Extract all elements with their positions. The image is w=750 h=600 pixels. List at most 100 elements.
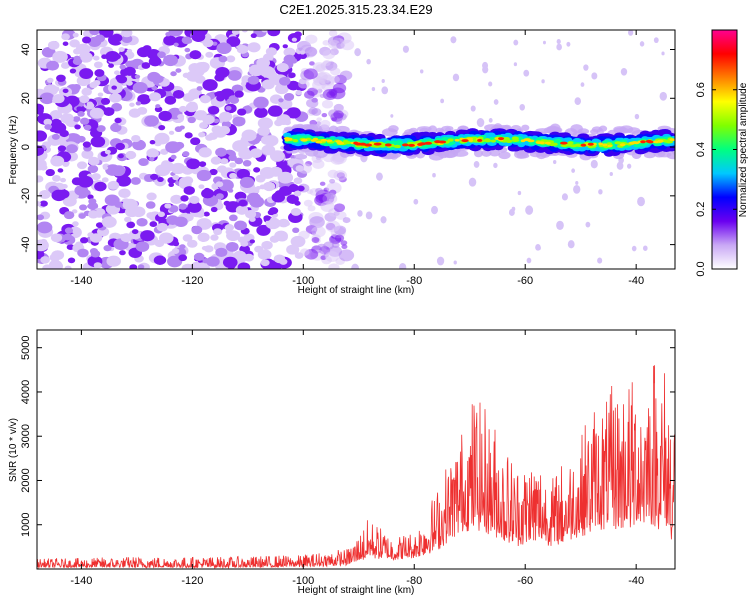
noise-blob bbox=[209, 168, 218, 176]
noise-blob bbox=[126, 221, 136, 229]
noise-blob bbox=[292, 227, 300, 234]
noise-blob bbox=[37, 214, 45, 221]
noise-blob bbox=[278, 98, 284, 103]
trace-halo bbox=[570, 124, 583, 133]
noise-blob bbox=[79, 95, 90, 104]
noise-blob bbox=[322, 59, 331, 67]
noise-blob bbox=[101, 216, 117, 228]
noise-blob bbox=[324, 251, 340, 262]
trace-blob bbox=[520, 139, 526, 143]
noise-blob bbox=[82, 141, 91, 148]
noise-blob bbox=[125, 60, 135, 68]
noise-blob bbox=[62, 88, 69, 94]
colorbar-tick-label: 0.6 bbox=[695, 82, 707, 97]
noise-blob bbox=[153, 255, 167, 265]
spectrogram-marks bbox=[37, 30, 675, 269]
noise-blob bbox=[168, 130, 175, 135]
noise-blob bbox=[121, 34, 133, 44]
noise-blob bbox=[69, 68, 77, 74]
noise-blob bbox=[62, 161, 70, 167]
noise-blob bbox=[131, 229, 139, 235]
noise-blob bbox=[174, 126, 183, 133]
noise-blob bbox=[37, 130, 48, 142]
snr-y-axis: 1000 2000 3000 4000 5000 bbox=[20, 335, 675, 537]
noise-blob bbox=[175, 68, 182, 73]
noise-blob bbox=[194, 61, 210, 74]
noise-blob bbox=[306, 98, 319, 108]
noise-blob bbox=[134, 74, 141, 79]
noise-blob bbox=[37, 221, 53, 234]
y-tick-label: 2000 bbox=[20, 468, 32, 492]
noise-blob bbox=[216, 94, 225, 102]
noise-blob bbox=[132, 81, 148, 94]
noise-blob bbox=[591, 72, 598, 80]
noise-blob bbox=[241, 129, 257, 142]
snr-series-line bbox=[37, 365, 675, 569]
noise-blob bbox=[488, 81, 493, 87]
noise-blob bbox=[246, 192, 261, 204]
noise-blob bbox=[431, 205, 438, 215]
noise-blob bbox=[94, 69, 105, 77]
noise-blob bbox=[120, 233, 133, 243]
trace-blob bbox=[354, 142, 363, 146]
noise-blob bbox=[419, 69, 424, 74]
noise-blob bbox=[452, 73, 460, 82]
noise-blob bbox=[149, 156, 155, 162]
noise-blob bbox=[83, 124, 92, 131]
noise-blob bbox=[288, 72, 296, 79]
trace-blob bbox=[306, 141, 317, 148]
noise-blob bbox=[626, 163, 632, 169]
trace-halo bbox=[335, 125, 350, 134]
noise-blob bbox=[63, 233, 73, 241]
noise-blob bbox=[189, 50, 202, 60]
trace-halo bbox=[388, 125, 399, 133]
noise-blob bbox=[215, 66, 230, 78]
noise-blob bbox=[331, 116, 338, 122]
trace-blob bbox=[602, 143, 608, 147]
noise-blob bbox=[293, 177, 303, 185]
noise-blob bbox=[146, 148, 159, 158]
noise-blob bbox=[146, 192, 157, 201]
noise-blob bbox=[381, 78, 385, 83]
noise-blob bbox=[103, 245, 112, 252]
trace-halo bbox=[481, 149, 492, 157]
noise-blob bbox=[333, 170, 348, 181]
noise-blob bbox=[41, 47, 56, 58]
trace-blob bbox=[614, 141, 622, 145]
noise-blob bbox=[328, 263, 340, 269]
x-tick-label: -100 bbox=[292, 575, 314, 587]
noise-blob bbox=[149, 92, 162, 102]
noise-blob bbox=[283, 93, 295, 101]
noise-blob bbox=[199, 94, 211, 104]
noise-blob bbox=[341, 244, 348, 250]
noise-blob bbox=[256, 224, 271, 236]
noise-blob bbox=[526, 257, 532, 264]
noise-blob bbox=[72, 32, 79, 38]
noise-blob bbox=[319, 181, 326, 186]
noise-blob bbox=[279, 258, 288, 265]
noise-blob bbox=[436, 256, 445, 266]
trace-blob bbox=[484, 138, 491, 142]
noise-blob bbox=[334, 234, 345, 242]
noise-blob bbox=[267, 105, 283, 117]
noise-blob bbox=[187, 239, 198, 248]
noise-blob bbox=[298, 79, 310, 89]
noise-blob bbox=[225, 105, 232, 111]
trace-blob bbox=[364, 143, 373, 147]
noise-blob bbox=[179, 244, 186, 250]
chart-title: C2E1.2025.315.23.34.E29 bbox=[279, 2, 432, 17]
noise-blob bbox=[333, 203, 346, 212]
noise-blob bbox=[136, 217, 148, 227]
noise-blob bbox=[198, 184, 205, 189]
trace-blob bbox=[438, 140, 447, 144]
noise-blob bbox=[571, 168, 576, 173]
noise-blob bbox=[432, 172, 436, 178]
x-tick-label: -40 bbox=[628, 275, 644, 287]
noise-blob bbox=[354, 48, 361, 57]
noise-blob bbox=[51, 133, 60, 140]
noise-blob bbox=[196, 211, 205, 218]
noise-blob bbox=[137, 94, 151, 105]
noise-blob bbox=[249, 148, 263, 159]
trace-blob bbox=[640, 140, 646, 144]
noise-blob bbox=[126, 48, 133, 54]
